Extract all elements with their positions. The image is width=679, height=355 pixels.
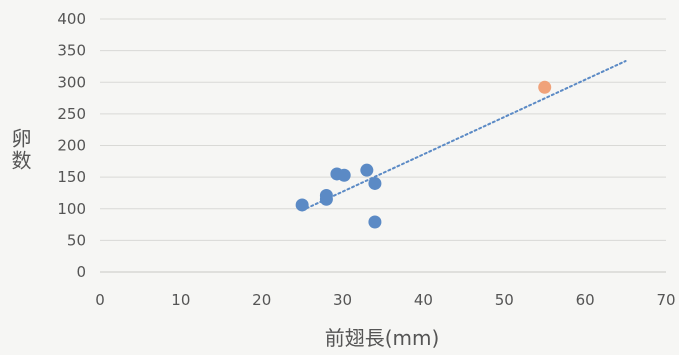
y-tick-label: 250 (57, 105, 86, 123)
y-axis-title: 卵数 (8, 128, 32, 172)
x-axis-title: 前翅長(mm) (325, 326, 440, 350)
x-tick-label: 30 (333, 291, 352, 309)
x-tick-label: 70 (656, 291, 675, 309)
x-tick-label: 20 (252, 291, 271, 309)
data-point (360, 163, 374, 177)
y-tick-label: 350 (57, 42, 86, 60)
y-tick-label: 300 (57, 73, 86, 91)
gridlines (100, 18, 666, 241)
data-points (295, 80, 552, 229)
y-tick-label: 400 (57, 10, 86, 28)
data-point (337, 168, 351, 182)
y-tick-label: 150 (57, 168, 86, 186)
y-tick-label: 100 (57, 200, 86, 218)
data-point (295, 198, 309, 212)
trendline (301, 60, 627, 212)
data-point (319, 188, 333, 202)
data-point (368, 176, 382, 190)
data-point (368, 215, 382, 229)
x-tick-label: 0 (95, 291, 105, 309)
data-point (538, 80, 552, 94)
x-tick-label: 40 (414, 291, 433, 309)
trendline-layer (301, 60, 627, 212)
y-tick-label: 0 (76, 263, 86, 281)
x-tick-label: 60 (576, 291, 595, 309)
y-tick-label: 200 (57, 137, 86, 155)
x-tick-label: 50 (495, 291, 514, 309)
tick-labels: 0 50 100 150 200 250 300 350 400 0 10 20 30 40 50 60 70 (57, 10, 675, 309)
y-tick-label: 50 (67, 231, 86, 249)
x-tick-label: 10 (171, 291, 190, 309)
